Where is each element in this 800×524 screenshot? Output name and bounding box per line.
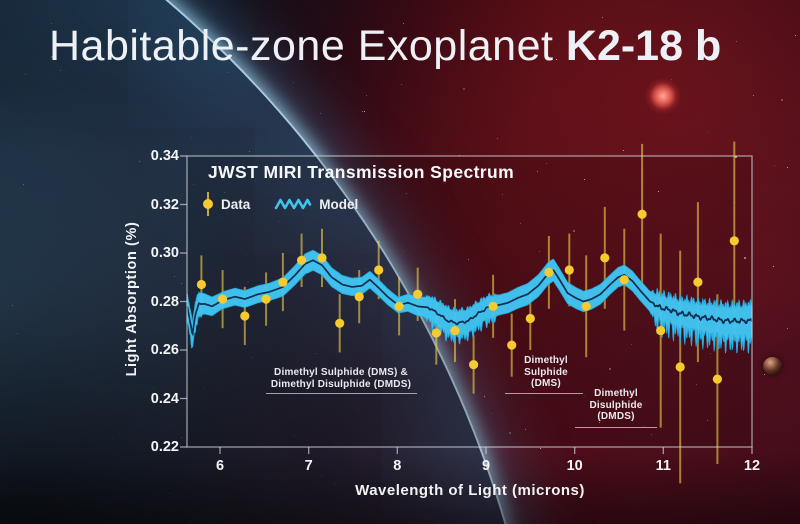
- data-point: [335, 318, 345, 328]
- data-point: [729, 236, 739, 246]
- x-tick-label: 11: [655, 458, 671, 474]
- chart-title: JWST MIRI Transmission Spectrum: [208, 162, 515, 182]
- model-wave-icon: [274, 198, 312, 210]
- annotation-rule: [266, 393, 417, 394]
- x-axis-title: Wavelength of Light (microns): [355, 482, 585, 499]
- data-point: [581, 301, 591, 311]
- x-tick-label: 9: [481, 458, 491, 474]
- data-point: [431, 328, 441, 338]
- data-point: [488, 301, 498, 311]
- legend: Data Model: [202, 190, 358, 218]
- data-point: [297, 255, 307, 265]
- y-tick-label: 0.32: [150, 196, 179, 213]
- x-tick-label: 6: [215, 458, 225, 474]
- x-tick-label: 12: [743, 458, 761, 474]
- data-point: [544, 267, 554, 277]
- data-point: [413, 289, 423, 299]
- data-point: [525, 313, 535, 324]
- annotation-rule: [575, 427, 657, 428]
- x-tick-label: 10: [566, 458, 583, 474]
- data-point: [240, 311, 250, 321]
- annotation-dmds: Dimethyl Disulphide (DMDS): [589, 388, 643, 422]
- x-tick-label: 7: [304, 458, 313, 474]
- y-tick-label: 0.26: [150, 342, 179, 358]
- legend-item-model: Model: [274, 196, 358, 212]
- data-point: [564, 265, 574, 275]
- data-point: [637, 209, 647, 219]
- data-point: [196, 279, 206, 290]
- annotation-rule: [505, 393, 583, 394]
- legend-label-data: Data: [221, 196, 251, 212]
- y-tick-label: 0.30: [150, 245, 179, 261]
- data-point: [619, 275, 629, 285]
- tick-marks: [180, 155, 753, 454]
- y-axis-title: Light Absorption (%): [124, 221, 140, 377]
- annotation-dms: Dimethyl Sulphide (DMS): [524, 355, 568, 389]
- data-point: [278, 277, 288, 287]
- page-title: Habitable-zone Exoplanet K2-18 b: [49, 22, 721, 71]
- data-point: [507, 340, 517, 350]
- annotation-dms-and-dmds: Dimethyl Sulphide (DMS) & Dimethyl Disul…: [270, 367, 412, 390]
- y-tick-label: 0.24: [150, 390, 179, 407]
- x-tick-label: 8: [393, 458, 402, 474]
- data-point: [469, 360, 479, 370]
- data-point: [600, 253, 610, 263]
- data-points: [196, 209, 739, 384]
- data-point: [712, 374, 723, 384]
- data-point: [450, 326, 460, 336]
- distant-moon: [763, 357, 782, 375]
- data-point: [656, 326, 666, 336]
- data-point: [675, 362, 685, 372]
- legend-label-model: Model: [319, 196, 359, 212]
- title-text: Habitable-zone Exoplanet: [49, 22, 566, 70]
- model-median-line: [186, 259, 753, 337]
- data-point: [261, 294, 271, 304]
- y-tick-label: 0.22: [150, 439, 179, 455]
- plot-frame: [186, 155, 753, 448]
- data-point: [693, 277, 703, 287]
- y-tick-label: 0.28: [150, 293, 179, 310]
- data-point: [317, 253, 327, 263]
- data-point: [394, 301, 404, 311]
- data-point-icon: [203, 192, 213, 216]
- data-point: [374, 265, 384, 275]
- data-point: [354, 292, 364, 302]
- y-tick-label: 0.34: [150, 148, 179, 164]
- title-planet-name: K2-18 b: [565, 22, 722, 70]
- legend-item-data: Data: [202, 190, 250, 218]
- data-point: [218, 294, 228, 304]
